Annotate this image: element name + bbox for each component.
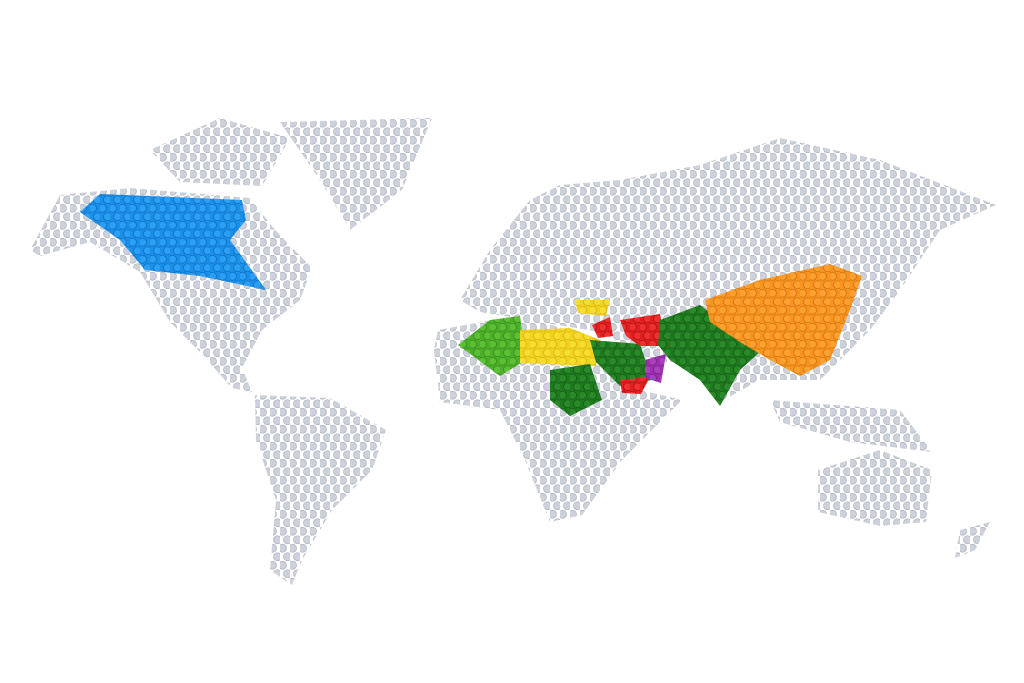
eurasia bbox=[460, 138, 996, 402]
australia bbox=[818, 450, 932, 526]
arabia-region bbox=[590, 340, 652, 386]
mediterranean-region bbox=[575, 300, 610, 316]
southeast-asia-islands bbox=[770, 400, 932, 452]
new-zealand bbox=[955, 522, 990, 558]
south-america bbox=[255, 395, 386, 585]
land bbox=[30, 118, 996, 585]
north-africa-region bbox=[520, 328, 600, 366]
levant-region bbox=[592, 317, 613, 338]
arctic-islands bbox=[150, 118, 290, 186]
iran-region bbox=[620, 314, 666, 346]
greenland bbox=[280, 118, 432, 230]
china-region bbox=[705, 264, 862, 376]
northwest-africa-region bbox=[458, 316, 526, 376]
highlighted-regions bbox=[80, 194, 862, 416]
canada-region bbox=[80, 194, 266, 290]
north-america bbox=[30, 188, 312, 392]
sudan-region bbox=[550, 364, 602, 416]
south-asia-region bbox=[658, 305, 762, 406]
oman-region bbox=[645, 354, 666, 383]
yemen-region bbox=[620, 377, 650, 394]
